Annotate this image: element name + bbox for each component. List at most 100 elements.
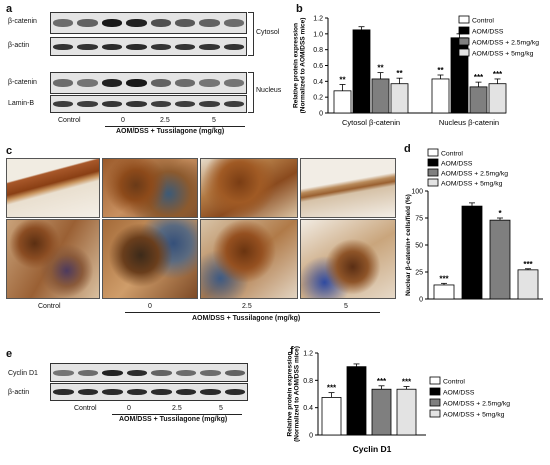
blot-e-cyclin-d1-band-2 [77, 369, 98, 376]
blot-a-beta-actin [50, 37, 247, 56]
nucleus-bracket [248, 72, 254, 113]
chart-d-legend-label-1: AOM/DSS [441, 161, 473, 168]
chart-f-legend-label-3: AOM/DSS + 5mg/kg [443, 412, 505, 419]
chart-d-legend-swatch-0 [427, 148, 439, 157]
chart-b-bar-0-0 [333, 90, 352, 114]
blot-e-beta-actin-band-4 [126, 389, 147, 395]
blot-e-cyclin-d1-band-8 [224, 369, 245, 376]
chart-d-bar-3 [517, 269, 539, 300]
blot-e-beta-actin-band-5 [151, 389, 172, 395]
tissue-control-low-mag [6, 158, 100, 218]
panel-d-label: d [404, 143, 411, 155]
chart-b-bar-1-2-sig: *** [474, 73, 484, 82]
blot-a-beta-actin-band-7 [199, 43, 220, 50]
blot-a-beta-catenin-nucleus-band-7 [199, 79, 220, 87]
blot-a-beta-catenin-nucleus-band-3 [101, 79, 123, 87]
blot-a-beta-catenin-nucleus-band-2 [77, 79, 98, 87]
chart-f-legend-swatch-0 [429, 376, 441, 385]
chart-f-legend-swatch-1 [429, 387, 441, 396]
chart-f-legend-label-1: AOM/DSS [443, 390, 475, 397]
blot-a-beta-catenin-cytosol-band-4 [126, 19, 147, 27]
blot-label-beta-actin: β-actin [8, 42, 30, 49]
chart-d-bar-1 [461, 205, 483, 300]
e-treatment-line [112, 414, 242, 415]
blot-a-beta-catenin-cytosol-band-5 [150, 19, 171, 27]
blot-a-lamin-b-band-6 [174, 101, 196, 107]
chart-f-bar-0-sig: *** [327, 384, 337, 393]
chart-b-ytick-label-5: 1.0 [313, 31, 323, 38]
blot-a-beta-actin-band-8 [223, 43, 244, 50]
blot-e-beta-actin-band-8 [224, 389, 245, 395]
tissue-low-dose-low-mag [200, 158, 298, 218]
blot-e-beta-actin-band-1 [53, 389, 74, 395]
chart-f-ytick-label-0: 0 [309, 433, 313, 440]
chart-f-ytick-label-3: 1.2 [303, 351, 313, 358]
chart-b-legend-swatch-3 [458, 48, 470, 57]
lane-label-control: Control [58, 117, 81, 124]
blot-a-lamin-b-band-7 [199, 101, 220, 107]
chart-b-legend-label-1: AOM/DSS [472, 29, 504, 36]
treatment-label: AOM/DSS + Tussilagone (mg/kg) [116, 128, 225, 135]
blot-e-cyclin-d1-band-5 [151, 369, 172, 376]
chart-d-ytick-label-3: 75 [415, 216, 423, 223]
chart-b-ytick-label-6: 1.2 [313, 16, 323, 23]
blot-a-lamin-b-band-1 [53, 101, 74, 107]
chart-f-xlabel: Cyclin D1 [353, 444, 392, 454]
blot-a-beta-actin-band-6 [174, 43, 196, 50]
blot-e-cyclin-d1-band-1 [53, 369, 74, 376]
chart-b-ytick-label-3: 0.6 [313, 63, 323, 70]
c-lane-2-5: 2.5 [242, 303, 252, 310]
e-lane-0: 0 [127, 405, 131, 412]
blot-e-cyclin-d1-band-4 [126, 369, 147, 376]
e-lane-2-5: 2.5 [172, 405, 182, 412]
chart-f-bar-3 [396, 388, 417, 436]
chart-b-legend-swatch-2 [458, 37, 470, 46]
chart-d-ytick-label-0: 0 [419, 297, 423, 304]
chart-d-bar-2 [489, 219, 511, 300]
side-label-cytosol: Cytosol [256, 29, 280, 36]
blot-a-lamin-b-band-5 [150, 101, 171, 107]
chart-d-ylabel: Nuclear β-catenin+ cells/field (%) [405, 194, 412, 296]
blot-e-cyclin-d1 [50, 363, 248, 382]
chart-b-ytick-label-2: 0.4 [313, 79, 323, 86]
chart-b-bar-1-3-sig: *** [493, 70, 503, 79]
blot-label-beta-catenin-nucleus: β-catenin [8, 79, 37, 86]
treatment-line [105, 126, 245, 127]
blot-a-beta-actin-band-5 [150, 43, 171, 50]
chart-b-bar-0-3 [390, 83, 409, 114]
blot-a-beta-catenin-cytosol-band-2 [77, 19, 98, 27]
blot-a-lamin-b [50, 95, 247, 113]
cytosol-bracket [248, 12, 254, 56]
chart-b-ylabel: Relative protein expression(Normalized t… [292, 18, 306, 114]
chart-f-legend-swatch-2 [429, 398, 441, 407]
blot-label-beta-catenin-cytosol: β-catenin [8, 18, 37, 25]
chart-f-bar-2-sig: *** [377, 377, 387, 386]
chart-d-legend-label-3: AOM/DSS + 5mg/kg [441, 181, 503, 188]
blot-a-beta-catenin-cytosol [50, 12, 247, 34]
blot-e-cyclin-d1-band-6 [175, 369, 196, 376]
e-blot-label-beta-actin: β-actin [8, 389, 30, 396]
chart-b-legend-label-0: Control [472, 18, 494, 25]
blot-e-cyclin-d1-band-3 [102, 369, 123, 376]
e-lane-control: Control [74, 405, 97, 412]
tissue-aomdss-high-mag [102, 219, 198, 299]
c-treatment-line [125, 312, 380, 313]
chart-b-legend-swatch-0 [458, 15, 470, 24]
chart-d-bar-3-sig: *** [523, 260, 533, 269]
blot-e-beta-actin [50, 383, 248, 401]
blot-a-lamin-b-band-4 [126, 101, 147, 107]
e-treatment-label: AOM/DSS + Tussilagone (mg/kg) [119, 416, 228, 423]
chart-b-bar-0-0-sig: ** [339, 76, 346, 85]
chart-b-bar-1-0-sig: ** [437, 66, 444, 75]
chart-d-ytick-label-4: 100 [411, 189, 423, 196]
chart-b-legend-label-2: AOM/DSS + 2.5mg/kg [472, 40, 539, 47]
chart-b-xcat-1: Nucleus β-catenin [439, 118, 499, 127]
chart-f-ytick-label-2: 0.8 [303, 378, 313, 385]
chart-b-bar-1-2 [469, 86, 488, 114]
blot-e-beta-actin-band-3 [102, 389, 123, 395]
c-lane-0: 0 [148, 303, 152, 310]
blot-label-lamin-b: Lamin-B [8, 100, 35, 107]
chart-d-bar-0 [433, 284, 455, 300]
lane-label-5: 5 [212, 117, 216, 124]
lane-label-0: 0 [121, 117, 125, 124]
